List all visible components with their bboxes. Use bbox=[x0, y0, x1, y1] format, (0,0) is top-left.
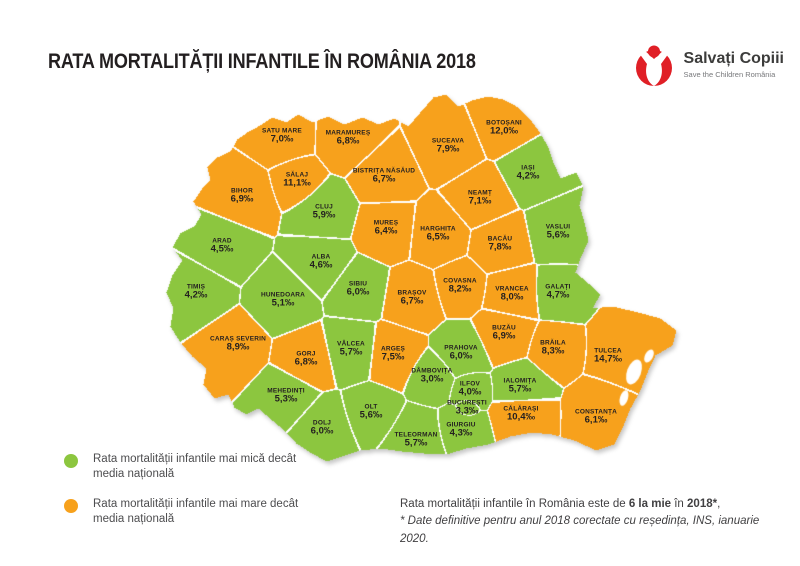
legend-item-above: Rata mortalității infantile mai mare dec… bbox=[64, 497, 308, 527]
legend: Rata mortalității infantile mai mică dec… bbox=[64, 452, 308, 542]
legend-label: Rata mortalității infantile mai mare dec… bbox=[93, 497, 299, 525]
green-legend-dot-icon bbox=[64, 454, 78, 468]
legend-label: Rata mortalității infantile mai mică dec… bbox=[93, 453, 297, 480]
legend-item-below: Rata mortalității infantile mai mică dec… bbox=[64, 452, 308, 482]
orange-legend-dot-icon bbox=[64, 498, 78, 513]
footnote: Rata mortalității infantile în România e… bbox=[400, 496, 790, 548]
footnote-line1: Rata mortalității infantile în România e… bbox=[400, 498, 721, 510]
footnote-line2: * Date definitive pentru anul 2018 corec… bbox=[400, 515, 760, 545]
